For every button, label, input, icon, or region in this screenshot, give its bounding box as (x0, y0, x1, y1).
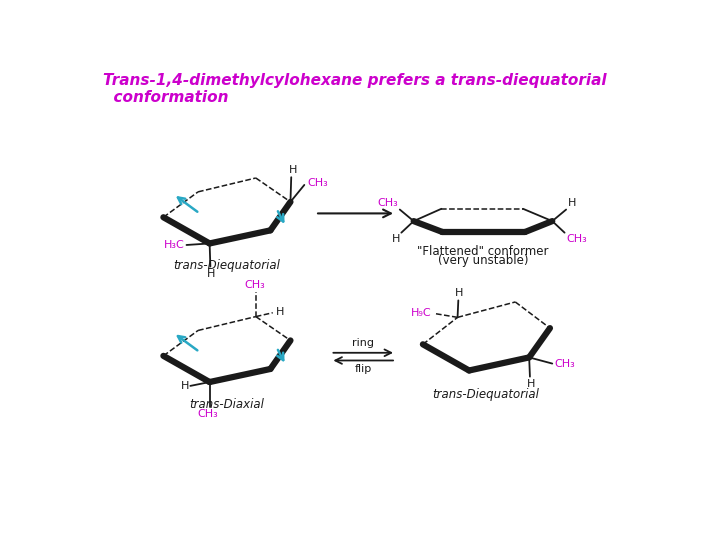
Text: H: H (455, 288, 463, 298)
Text: H: H (392, 234, 400, 244)
Text: H: H (526, 379, 535, 389)
Text: H: H (567, 198, 576, 208)
Text: H: H (207, 269, 215, 279)
Text: H: H (181, 381, 189, 391)
Text: trans-Diaxial: trans-Diaxial (189, 398, 264, 411)
Text: H: H (276, 307, 284, 317)
Text: CH₃: CH₃ (566, 234, 587, 244)
Text: CH₃: CH₃ (307, 178, 328, 187)
Text: ring: ring (352, 338, 374, 348)
Text: Trans-1,4-dimethylcylohexane prefers a trans-diequatorial
  conformation: Trans-1,4-dimethylcylohexane prefers a t… (102, 72, 606, 105)
Text: CH₃: CH₃ (244, 280, 265, 289)
Text: H₃C: H₃C (163, 240, 184, 250)
Text: CH₃: CH₃ (377, 198, 398, 208)
Text: H: H (289, 165, 297, 175)
Text: trans-Diequatorial: trans-Diequatorial (433, 388, 539, 401)
Text: (very unstable): (very unstable) (438, 254, 528, 267)
Text: CH₃: CH₃ (554, 359, 575, 369)
Text: H₉C: H₉C (410, 308, 431, 318)
Text: flip: flip (354, 364, 372, 374)
Text: "Flattened" conformer: "Flattened" conformer (417, 245, 549, 258)
Text: trans-Diequatorial: trans-Diequatorial (173, 259, 280, 272)
Text: CH₃: CH₃ (198, 409, 218, 419)
